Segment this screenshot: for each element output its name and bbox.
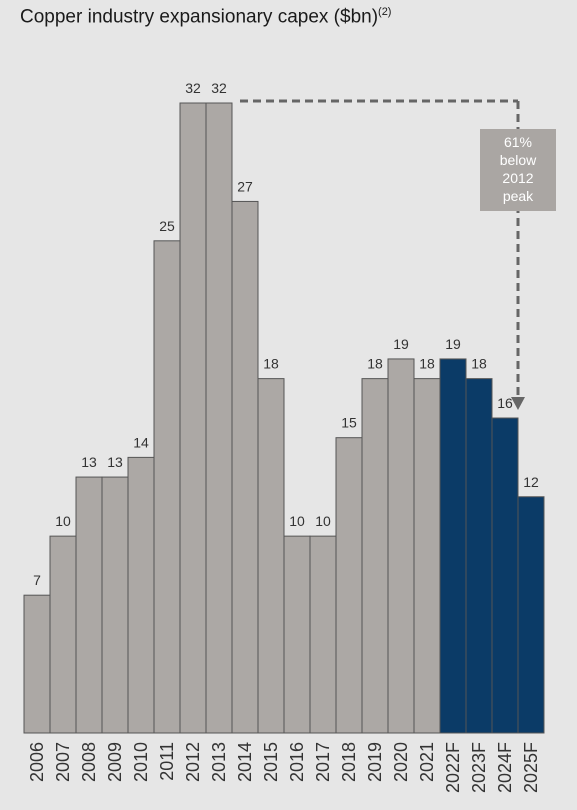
bar-2009 bbox=[101, 476, 129, 734]
value-label-2013: 32 bbox=[211, 80, 227, 96]
value-label-2016: 10 bbox=[289, 513, 305, 529]
value-label-2015: 18 bbox=[263, 356, 279, 372]
x-tick-2006: 2006 bbox=[27, 742, 47, 782]
callout-box bbox=[480, 129, 556, 211]
bar-2019 bbox=[361, 378, 389, 734]
value-label-2011: 25 bbox=[159, 218, 175, 234]
x-tick-2019: 2019 bbox=[365, 742, 385, 782]
x-tick-2021: 2021 bbox=[417, 742, 437, 782]
peak-callout: 61% below 2012 peak bbox=[240, 99, 556, 410]
value-label-2009: 13 bbox=[107, 454, 123, 470]
bar-2016 bbox=[283, 535, 311, 734]
x-tick-2023F: 2023F bbox=[469, 742, 489, 793]
chart-title: Copper industry expansionary capex ($bn)… bbox=[20, 6, 391, 28]
x-tick-2015: 2015 bbox=[261, 742, 281, 782]
bar-2022F bbox=[439, 358, 467, 734]
value-label-2007: 10 bbox=[55, 513, 71, 529]
value-label-2017: 10 bbox=[315, 513, 331, 529]
bar-2012 bbox=[179, 102, 207, 734]
x-tick-2018: 2018 bbox=[339, 742, 359, 782]
bar-2018 bbox=[335, 437, 363, 734]
x-tick-2011: 2011 bbox=[157, 742, 177, 781]
bar-2006 bbox=[23, 594, 51, 734]
bar-2024F bbox=[491, 417, 519, 734]
value-label-2025F: 12 bbox=[523, 474, 539, 490]
x-tick-labels-layer: 2006 2007 2008 2009 2010 2011 2012 2013 2014 2015… bbox=[27, 742, 541, 793]
value-label-2024F: 16 bbox=[497, 395, 513, 411]
bar-2023F bbox=[465, 378, 493, 734]
bar-2021 bbox=[413, 378, 441, 734]
callout-text-line-3: peak bbox=[503, 188, 534, 204]
value-label-2008: 13 bbox=[81, 454, 97, 470]
callout-arrow-icon bbox=[511, 397, 525, 410]
value-label-2014: 27 bbox=[237, 178, 253, 194]
x-tick-2014: 2014 bbox=[235, 742, 255, 782]
value-label-2023F: 18 bbox=[471, 356, 487, 372]
callout-text-line-0: 61% bbox=[504, 134, 532, 150]
bar-2007 bbox=[49, 535, 77, 734]
value-label-2018: 15 bbox=[341, 415, 357, 431]
x-tick-2016: 2016 bbox=[287, 742, 307, 782]
bar-2020 bbox=[387, 358, 415, 734]
bar-2008 bbox=[75, 476, 103, 734]
x-tick-2007: 2007 bbox=[53, 742, 73, 782]
bar-2014 bbox=[231, 200, 259, 734]
bar-2025F bbox=[517, 496, 545, 734]
x-tick-2012: 2012 bbox=[183, 742, 203, 782]
x-tick-2024F: 2024F bbox=[495, 742, 515, 793]
value-label-2020: 19 bbox=[393, 336, 409, 352]
callout-text-line-2: 2012 bbox=[502, 170, 533, 186]
x-tick-2017: 2017 bbox=[313, 742, 333, 782]
bar-2013 bbox=[205, 102, 233, 734]
chart-title-superscript: (2) bbox=[378, 6, 392, 18]
bar-2010 bbox=[127, 456, 155, 734]
value-label-2012: 32 bbox=[185, 80, 201, 96]
x-tick-2010: 2010 bbox=[131, 742, 151, 782]
bars-layer bbox=[23, 102, 545, 734]
x-tick-2009: 2009 bbox=[105, 742, 125, 782]
bar-2017 bbox=[309, 535, 337, 734]
x-tick-2013: 2013 bbox=[209, 742, 229, 782]
value-label-2019: 18 bbox=[367, 356, 383, 372]
x-tick-2025F: 2025F bbox=[521, 742, 541, 793]
value-labels-layer: 7 10 13 13 14 25 32 32 27 18 10 10 15 18 19 18 19 18 16 12 bbox=[33, 80, 539, 588]
x-tick-2020: 2020 bbox=[391, 742, 411, 782]
value-label-2006: 7 bbox=[33, 572, 41, 588]
bar-2011 bbox=[153, 240, 181, 734]
value-label-2021: 18 bbox=[419, 356, 435, 372]
bar-2015 bbox=[257, 378, 285, 734]
callout-text-line-1: below bbox=[500, 152, 537, 168]
value-label-2022F: 19 bbox=[445, 336, 461, 352]
x-tick-2008: 2008 bbox=[79, 742, 99, 782]
x-tick-2022F: 2022F bbox=[443, 742, 463, 793]
value-label-2010: 14 bbox=[133, 434, 149, 450]
chart-title-text: Copper industry expansionary capex ($bn) bbox=[20, 6, 379, 28]
